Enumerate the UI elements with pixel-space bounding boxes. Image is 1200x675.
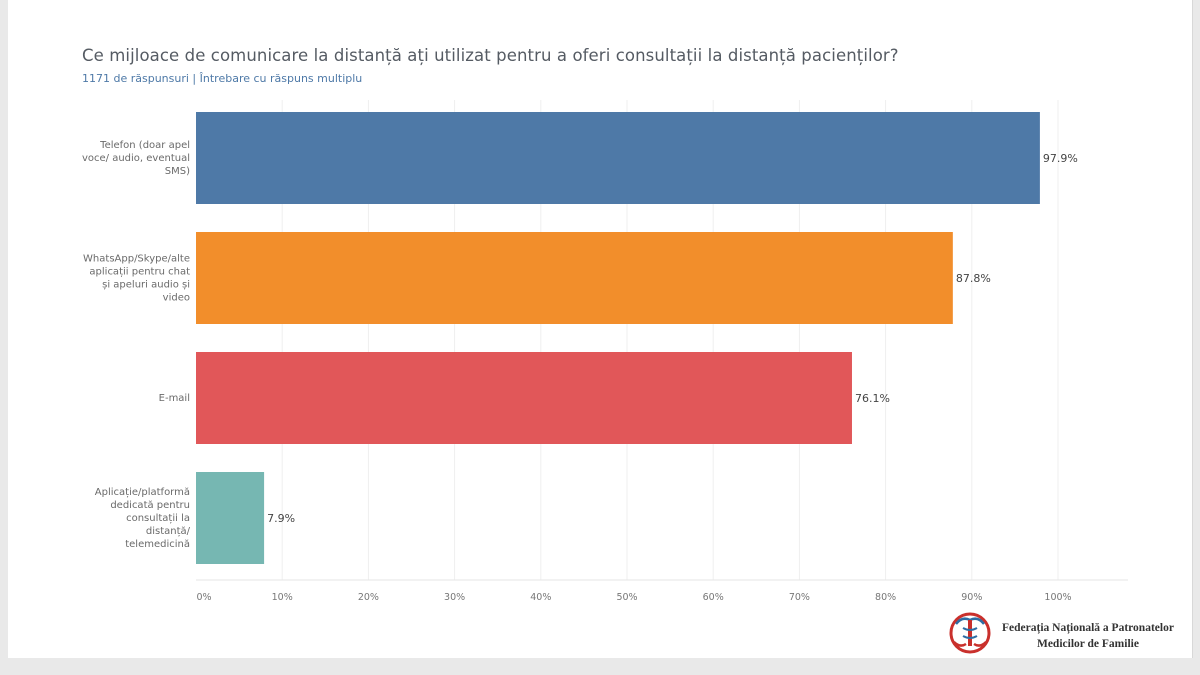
x-tick-label: 40% <box>530 592 551 603</box>
category-label: Aplicație/platformă dedicată pentru consul… <box>95 487 191 550</box>
organization-name-line1: Federația Națională a Patronatelor <box>1002 622 1174 634</box>
bar <box>196 112 1040 204</box>
x-tick-label: 20% <box>358 592 379 603</box>
data-label: 76.1% <box>855 392 890 405</box>
x-tick-label: 10% <box>272 592 293 603</box>
medical-emblem-icon <box>949 612 991 654</box>
organization-name-line2: Medicilor de Familie <box>1036 638 1139 650</box>
organization-name: Federația Națională a Patronatelor Medic… <box>1002 620 1174 652</box>
bar <box>196 352 852 444</box>
chart-subtitle: 1171 de răspunsuri | Întrebare cu răspun… <box>82 72 363 85</box>
bar <box>196 232 953 324</box>
chart-title: Ce mijloace de comunicare la distanță aț… <box>82 46 899 65</box>
category-label: WhatsApp/Skype/alte aplicații pentru chat… <box>83 254 190 304</box>
x-tick-label: 80% <box>875 592 896 603</box>
x-tick-label: 50% <box>616 592 637 603</box>
category-label: Telefon (doar apel voce/ audio, eventual S… <box>82 140 190 177</box>
data-label: 7.9% <box>267 512 295 525</box>
x-tick-label: 90% <box>961 592 982 603</box>
x-tick-label: 70% <box>789 592 810 603</box>
x-tick-label: 30% <box>444 592 465 603</box>
x-tick-label: 60% <box>703 592 724 603</box>
data-label: 87.8% <box>956 272 991 285</box>
bar <box>196 472 265 564</box>
x-tick-label: 100% <box>1044 592 1071 603</box>
organization-logo: Federația Națională a Patronatelor Medic… <box>946 610 1186 656</box>
category-label: E-mail <box>159 393 190 404</box>
data-label: 97.9% <box>1043 152 1078 165</box>
x-tick-label: 0% <box>196 592 211 603</box>
